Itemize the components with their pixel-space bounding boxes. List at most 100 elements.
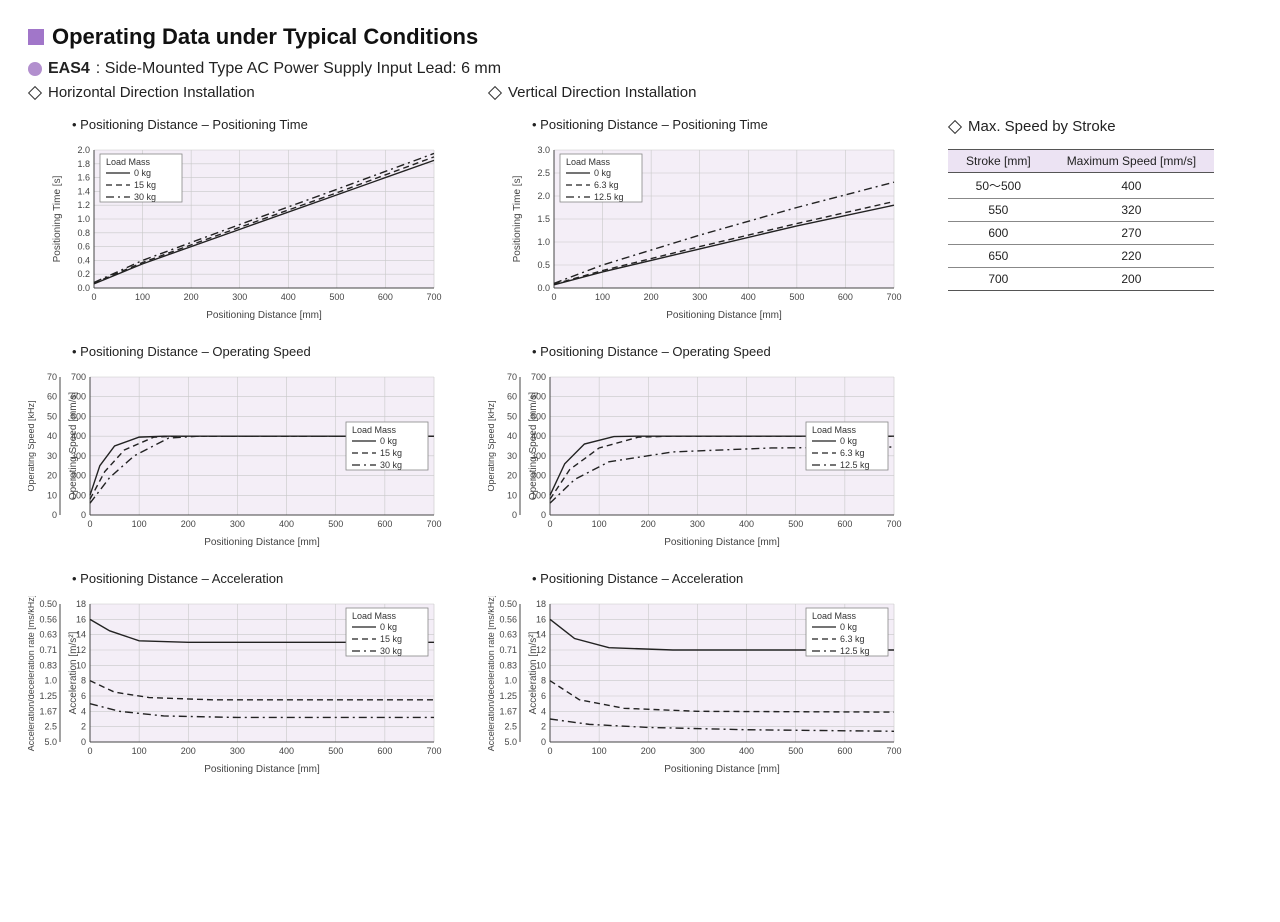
svg-text:1.5: 1.5 [537,214,550,224]
svg-text:0: 0 [547,746,552,756]
svg-text:60: 60 [47,392,57,402]
svg-text:0: 0 [512,510,517,520]
svg-text:0.63: 0.63 [499,630,517,640]
svg-text:Acceleration/deceleration rate: Acceleration/deceleration rate [ms/kHz] [28,596,36,751]
svg-text:6: 6 [81,691,86,701]
svg-text:600: 600 [837,746,852,756]
svg-text:15 kg: 15 kg [134,180,156,190]
svg-text:Operating Speed [mm/s]: Operating Speed [mm/s] [528,392,539,501]
svg-text:500: 500 [788,519,803,529]
svg-text:0.50: 0.50 [499,599,517,609]
svg-text:0.4: 0.4 [77,255,90,265]
svg-text:500: 500 [329,292,344,302]
table-heading: Max. Speed by Stroke [948,118,1214,135]
chart-svg: 0100200300400500600700010020030040050060… [488,369,908,549]
svg-text:1.25: 1.25 [499,691,517,701]
svg-text:Positioning Distance [mm]: Positioning Distance [mm] [664,537,780,548]
svg-text:Positioning Distance [mm]: Positioning Distance [mm] [204,537,320,548]
svg-text:500: 500 [788,746,803,756]
circle-bullet-icon [28,62,42,76]
svg-text:30 kg: 30 kg [380,460,402,470]
table-heading-text: Max. Speed by Stroke [968,118,1116,135]
table-cell: 320 [1049,199,1214,222]
table-cell: 650 [948,245,1049,268]
main-columns: Horizontal Direction Installation Positio… [28,84,1252,784]
section-heading-text: Vertical Direction Installation [508,84,696,101]
svg-text:600: 600 [377,519,392,529]
speed-table: Stroke [mm]Maximum Speed [mm/s]50～500400… [948,149,1214,291]
svg-text:500: 500 [328,746,343,756]
svg-text:40: 40 [47,431,57,441]
svg-text:0 kg: 0 kg [840,622,857,632]
svg-text:700: 700 [426,519,441,529]
chart-svg: 0100200300400500600700010020030040050060… [28,369,448,549]
svg-text:700: 700 [426,292,441,302]
svg-text:18: 18 [536,599,546,609]
svg-text:0: 0 [81,510,86,520]
svg-text:0.63: 0.63 [39,630,57,640]
chart-speed: 0100200300400500600700010020030040050060… [28,369,448,549]
svg-text:600: 600 [837,519,852,529]
svg-text:0.83: 0.83 [499,660,517,670]
svg-text:Positioning Distance [mm]: Positioning Distance [mm] [206,310,322,321]
svg-text:0.5: 0.5 [537,260,550,270]
svg-text:Operating Speed [kHz]: Operating Speed [kHz] [28,400,36,491]
svg-text:60: 60 [507,392,517,402]
svg-text:70: 70 [47,372,57,382]
page-title: Operating Data under Typical Conditions [52,24,478,50]
svg-text:0.6: 0.6 [77,242,90,252]
svg-text:200: 200 [641,746,656,756]
section-heading: Vertical Direction Installation [488,84,908,101]
svg-text:0.2: 0.2 [77,269,90,279]
svg-text:Positioning Time [s]: Positioning Time [s] [52,175,63,262]
svg-text:1.8: 1.8 [77,159,90,169]
chart-svg: 01002003004005006007000.00.51.01.52.02.5… [508,142,908,322]
svg-text:40: 40 [507,431,517,441]
svg-text:100: 100 [132,746,147,756]
square-bullet-icon [28,29,44,45]
chart-svg: 01002003004005006007000246810121416180.5… [28,596,448,776]
svg-text:0.0: 0.0 [537,283,550,293]
svg-text:100: 100 [595,292,610,302]
section-heading-text: Horizontal Direction Installation [48,84,255,101]
svg-text:5.0: 5.0 [44,737,57,747]
svg-text:0.50: 0.50 [39,599,57,609]
svg-text:5.0: 5.0 [504,737,517,747]
svg-text:15 kg: 15 kg [380,634,402,644]
svg-text:30 kg: 30 kg [134,192,156,202]
svg-text:0: 0 [87,746,92,756]
svg-text:0.71: 0.71 [39,645,57,655]
svg-text:200: 200 [644,292,659,302]
diamond-icon [28,85,42,99]
table-cell: 600 [948,222,1049,245]
svg-text:3.0: 3.0 [537,145,550,155]
svg-text:0: 0 [91,292,96,302]
svg-text:2: 2 [81,722,86,732]
svg-text:0 kg: 0 kg [594,168,611,178]
svg-text:Load Mass: Load Mass [812,611,857,621]
svg-text:Load Mass: Load Mass [352,611,397,621]
table-cell: 220 [1049,245,1214,268]
svg-text:1.67: 1.67 [499,706,517,716]
svg-text:700: 700 [886,746,901,756]
svg-text:Load Mass: Load Mass [566,157,611,167]
svg-text:16: 16 [76,614,86,624]
svg-text:200: 200 [641,519,656,529]
chart-title: Positioning Distance – Positioning Time [532,117,908,132]
svg-text:1.0: 1.0 [537,237,550,247]
diamond-icon [488,85,502,99]
svg-text:1.25: 1.25 [39,691,57,701]
svg-text:1.67: 1.67 [39,706,57,716]
svg-text:Positioning Time [s]: Positioning Time [s] [512,175,523,262]
svg-text:0.56: 0.56 [39,614,57,624]
svg-text:700: 700 [886,292,901,302]
column-vertical: Vertical Direction Installation Positioni… [488,84,908,784]
svg-text:400: 400 [281,292,296,302]
svg-text:0.71: 0.71 [499,645,517,655]
svg-text:20: 20 [507,471,517,481]
svg-text:700: 700 [426,746,441,756]
chart-title: Positioning Distance – Operating Speed [532,344,908,359]
table-cell: 200 [1049,268,1214,291]
svg-text:2.5: 2.5 [44,722,57,732]
svg-text:0 kg: 0 kg [380,436,397,446]
